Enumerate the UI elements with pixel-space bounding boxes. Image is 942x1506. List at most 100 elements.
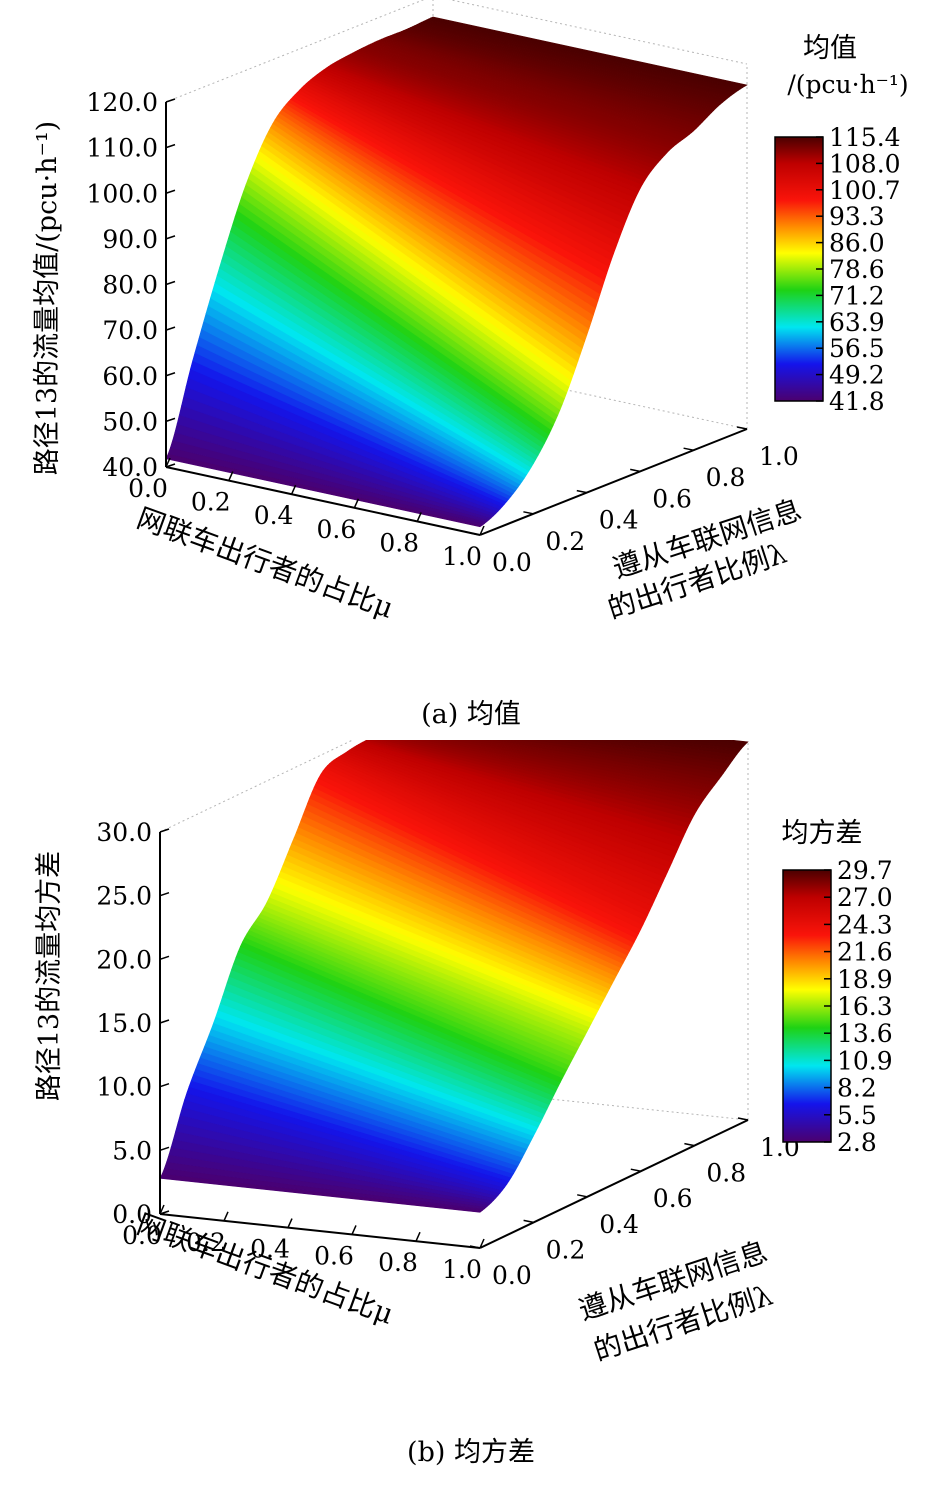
colorbar-tick-label: 8.2: [837, 1074, 877, 1103]
z-tick-label: 100.0: [86, 179, 158, 208]
z-tick: [159, 1082, 170, 1088]
y-tick: [683, 447, 694, 451]
colorbar: [774, 136, 824, 402]
surface-strip: [429, 16, 748, 87]
x-axis-line: [165, 466, 481, 536]
colorbar-tick-label: 108.0: [829, 149, 901, 178]
y-tick-label: 0.8: [706, 463, 746, 492]
y-tick: [736, 426, 748, 430]
z-tick: [159, 955, 170, 961]
surface: [165, 16, 748, 528]
y-tick-label: 0.8: [706, 1159, 746, 1188]
caption-std: (b) 均方差: [407, 1437, 535, 1468]
colorbar-title: 均方差: [782, 818, 863, 849]
colorbar-title: 均值: [803, 33, 857, 64]
x-tick-label: 0.0: [128, 474, 168, 503]
colorbar-tick-label: 2.8: [837, 1128, 877, 1157]
y-tick-label: 0.2: [545, 527, 585, 556]
z-tick: [165, 235, 176, 240]
box-edge: [449, 0, 748, 65]
colorbar-tick-label: 115.4: [829, 123, 901, 152]
z-tick: [165, 280, 176, 286]
colorbar-tick-label: 21.6: [837, 938, 893, 967]
z-tick-label: 50.0: [102, 407, 158, 436]
z-tick: [165, 372, 176, 377]
z-tick: [165, 98, 176, 103]
z-tick: [159, 1210, 170, 1215]
colorbar-tick-label: 29.7: [837, 856, 893, 885]
colorbar-tick-label: 86.0: [829, 229, 885, 258]
z-tick: [165, 143, 176, 149]
x-tick: [415, 1231, 421, 1242]
y-tick-label: 0.4: [599, 1210, 639, 1239]
y-tick: [630, 468, 641, 473]
y-tick: [469, 1245, 481, 1249]
x-tick-label: 0.8: [378, 1248, 418, 1277]
colorbar-tick-label: 18.9: [837, 965, 893, 994]
z-tick-label: 15.0: [96, 1009, 152, 1038]
x-tick-label: 1.0: [442, 542, 482, 571]
z-tick: [165, 326, 176, 331]
z-tick: [159, 1146, 170, 1152]
x-tick-label: 0.4: [254, 501, 294, 530]
y-axis-line: [479, 1119, 749, 1249]
x-tick-label: 0.2: [191, 488, 231, 517]
x-tick: [287, 1218, 293, 1228]
surface: [159, 740, 749, 1213]
y-tick: [737, 1117, 749, 1121]
caption-mean: (a) 均值: [421, 699, 521, 730]
box-edge: [427, 1085, 749, 1121]
surface-strip: [707, 740, 749, 745]
z-tick-label: 60.0: [102, 362, 158, 391]
z-tick-label: 90.0: [102, 225, 158, 254]
x-tick-label: 0.4: [250, 1235, 290, 1264]
z-tick-label: 30.0: [96, 818, 152, 847]
y-tick: [523, 1219, 534, 1224]
x-tick: [479, 1238, 485, 1249]
y-tick: [577, 1194, 588, 1198]
z-axis-title: 路径13的流量均方差: [34, 851, 65, 1101]
box-edge: [432, 360, 748, 430]
x-tick: [165, 457, 171, 468]
x-axis-line: [159, 1213, 481, 1249]
y-tick: [576, 489, 587, 494]
z-tick: [165, 417, 176, 423]
colorbar-tick-label: 13.6: [837, 1019, 893, 1048]
x-tick: [353, 498, 360, 509]
colorbar-tick-label: 49.2: [829, 361, 885, 390]
z-axis-title: 路径13的流量均值/(pcu·h⁻¹): [32, 121, 63, 475]
y-tick-label: 0.6: [653, 1184, 693, 1213]
x-tick: [223, 1211, 229, 1222]
surface-chart-mean: 40.0 50.0 60.0 70.0 80.0 90.0 100.0 110.0 120.0 0…: [32, 0, 909, 625]
z-tick: [159, 828, 170, 833]
z-tick: [165, 189, 176, 194]
colorbar-tick-label: 78.6: [829, 255, 885, 284]
z-tick: [159, 1019, 170, 1024]
x-tick-label: 0.8: [379, 528, 419, 557]
y-tick: [523, 511, 534, 515]
y-tick-label: 0.0: [492, 548, 532, 577]
y-axis-line: [479, 428, 748, 536]
colorbar-tick-label: 56.5: [829, 334, 885, 363]
x-tick-label: 0.2: [186, 1228, 226, 1257]
chart-panel-std: 0.0 5.0 10.0 15.0 20.0 25.0 30.0 0.0 0.2 0.4 0.6 0.…: [0, 740, 942, 1440]
z-tick-label: 10.0: [96, 1073, 152, 1102]
colorbar-tick-label: 63.9: [829, 308, 885, 337]
colorbar-tick-label: 24.3: [837, 910, 893, 939]
x-tick: [416, 512, 422, 522]
z-tick: [165, 463, 176, 468]
z-tick-label: 25.0: [96, 882, 152, 911]
colorbar-tick-label: 5.5: [837, 1101, 877, 1130]
z-tick-label: 120.0: [86, 88, 158, 117]
z-tick: [159, 891, 170, 897]
x-tick-label: 0.6: [314, 1241, 354, 1270]
x-tick: [479, 525, 485, 536]
z-tick-label: 80.0: [102, 271, 158, 300]
y-tick: [684, 1142, 695, 1147]
y-tick-label: 0.4: [599, 506, 639, 535]
y-tick-label: 0.0: [492, 1261, 532, 1290]
y-tick-label: 1.0: [759, 442, 799, 471]
colorbar: [782, 869, 832, 1143]
z-tick-label: 20.0: [96, 945, 152, 974]
colorbar-tick-label: 41.8: [829, 387, 885, 416]
